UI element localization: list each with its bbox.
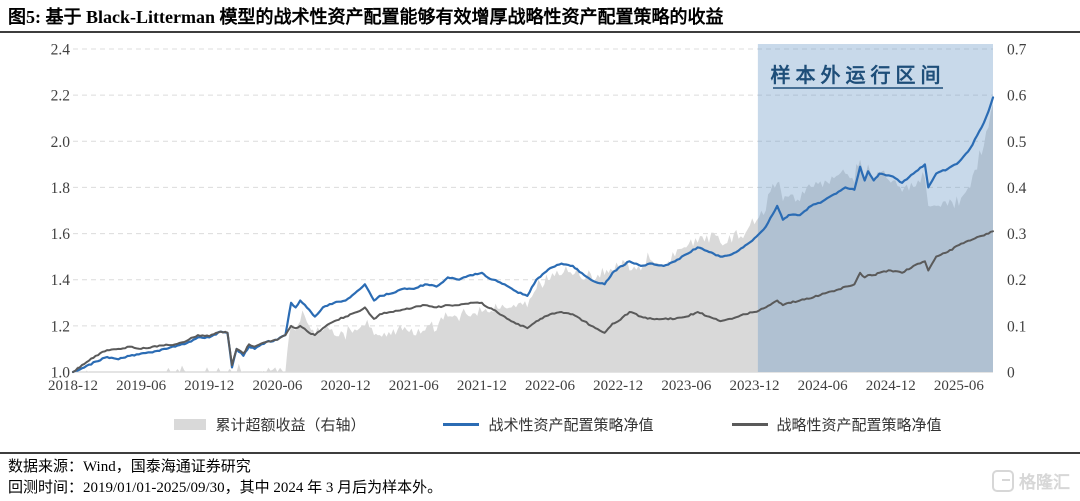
svg-text:1.8: 1.8 <box>51 180 71 197</box>
svg-text:0.4: 0.4 <box>1007 180 1027 197</box>
out-of-sample-region: 样本外运行区间 <box>757 44 993 372</box>
x-axis-labels: 2018-12 2019-06 2019-12 2020-06 2020-12 2021-… <box>48 378 984 394</box>
out-of-sample-rect <box>757 44 993 372</box>
svg-text:0.3: 0.3 <box>1007 226 1027 243</box>
footer: 数据来源：Wind，国泰海通证券研究 回测时间：2019/01/01-2025/… <box>0 454 1080 499</box>
svg-text:0.6: 0.6 <box>1007 88 1027 105</box>
glh-logo-icon <box>992 469 1014 492</box>
strategic-line-swatch <box>731 422 768 426</box>
svg-text:2020-12: 2020-12 <box>321 378 371 394</box>
title-rule <box>0 31 1080 33</box>
legend-label-excess: 累计超额收益（右轴） <box>215 417 366 434</box>
svg-text:2020-06: 2020-06 <box>252 378 302 394</box>
excess-area-swatch <box>174 418 207 430</box>
svg-text:0: 0 <box>1007 365 1015 382</box>
legend-item-excess: 累计超额收益（右轴） <box>174 414 365 435</box>
legend-label-tactical: 战术性资产配置策略净值 <box>488 417 654 434</box>
svg-text:1.4: 1.4 <box>51 272 71 289</box>
svg-text:2024-06: 2024-06 <box>798 378 848 394</box>
glh-watermark: 格隆汇 <box>992 468 1070 493</box>
excess-return-area <box>73 104 993 373</box>
chart-legend: 累计超额收益（右轴） 战术性资产配置策略净值 战略性资产配置策略净值 <box>18 411 1080 437</box>
svg-text:2018-12: 2018-12 <box>48 378 98 394</box>
svg-text:0.1: 0.1 <box>1007 318 1026 335</box>
left-axis-labels: 1.0 1.2 1.4 1.6 1.8 2.0 2.2 2.4 <box>51 42 71 382</box>
chart-svg: 样本外运行区间 1.0 1.2 1.4 1.6 1.8 2.0 2.2 2.4 0 0.1 0.2 0.… <box>48 42 1027 395</box>
legend-item-tactical: 战术性资产配置策略净值 <box>443 414 654 435</box>
legend-label-strategic: 战略性资产配置策略净值 <box>776 417 942 434</box>
svg-text:0.7: 0.7 <box>1007 42 1027 59</box>
svg-text:0.2: 0.2 <box>1007 272 1026 289</box>
svg-text:0.5: 0.5 <box>1007 134 1027 151</box>
svg-text:2019-12: 2019-12 <box>184 378 234 394</box>
glh-watermark-text: 格隆汇 <box>1019 473 1070 492</box>
svg-text:2025-06: 2025-06 <box>934 378 984 394</box>
out-of-sample-label: 样本外运行区间 <box>771 63 946 87</box>
legend-item-strategic: 战略性资产配置策略净值 <box>731 414 942 435</box>
right-axis-labels: 0 0.1 0.2 0.3 0.4 0.5 0.6 0.7 <box>1007 42 1027 382</box>
source-text: 数据来源：Wind，国泰海通证券研究 <box>8 459 251 475</box>
strategic-nav-line <box>72 230 994 373</box>
tactical-line-swatch <box>443 422 480 426</box>
svg-text:2022-12: 2022-12 <box>593 378 643 394</box>
svg-text:2024-12: 2024-12 <box>866 378 916 394</box>
svg-text:2021-06: 2021-06 <box>389 378 439 394</box>
backtest-text: 回测时间：2019/01/01-2025/09/30，其中 2024 年 3 月… <box>8 480 443 496</box>
svg-text:1.2: 1.2 <box>51 318 70 335</box>
svg-text:2021-12: 2021-12 <box>457 378 507 394</box>
footer-rule <box>0 452 1080 454</box>
figure-title: 图5: 基于 Black-Litterman 模型的战术性资产配置能够有效增厚战… <box>8 7 724 27</box>
svg-text:2019-06: 2019-06 <box>116 378 166 394</box>
svg-text:2.0: 2.0 <box>51 134 71 151</box>
svg-text:2022-06: 2022-06 <box>525 378 575 394</box>
svg-text:2023-06: 2023-06 <box>661 378 711 394</box>
svg-text:2.2: 2.2 <box>51 88 70 105</box>
svg-text:1.0: 1.0 <box>51 365 71 382</box>
svg-text:2023-12: 2023-12 <box>729 378 779 394</box>
svg-text:1.6: 1.6 <box>51 226 71 243</box>
svg-text:2.4: 2.4 <box>51 42 71 59</box>
